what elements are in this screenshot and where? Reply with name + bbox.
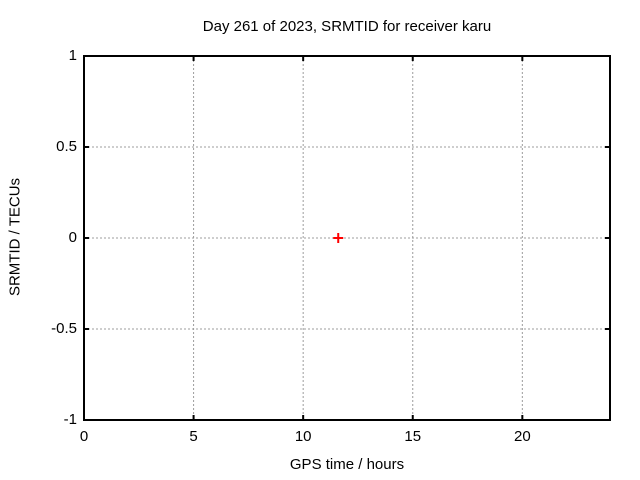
x-tick-label: 0 bbox=[79, 428, 89, 445]
axis-ticks bbox=[83, 55, 610, 421]
border-rect bbox=[83, 55, 611, 421]
data-point-marker bbox=[333, 233, 344, 243]
y-tick-label: 0 bbox=[68, 229, 77, 246]
plot-border bbox=[83, 55, 611, 421]
y-tick-label: -0.5 bbox=[51, 320, 77, 337]
data-points bbox=[333, 233, 344, 243]
y-tick-label: 1 bbox=[68, 47, 77, 64]
x-tick-label: 5 bbox=[189, 428, 198, 445]
y-tick-label: -1 bbox=[63, 411, 77, 428]
chart-title: Day 261 of 2023, SRMTID for receiver kar… bbox=[202, 18, 492, 35]
x-tick-label: 20 bbox=[513, 428, 531, 445]
x-tick-label: 15 bbox=[404, 428, 422, 445]
x-axis-label: GPS time / hours bbox=[289, 456, 405, 473]
grid-lines bbox=[84, 56, 610, 420]
y-tick-label: 0.5 bbox=[56, 138, 77, 155]
x-tick-label: 10 bbox=[294, 428, 312, 445]
